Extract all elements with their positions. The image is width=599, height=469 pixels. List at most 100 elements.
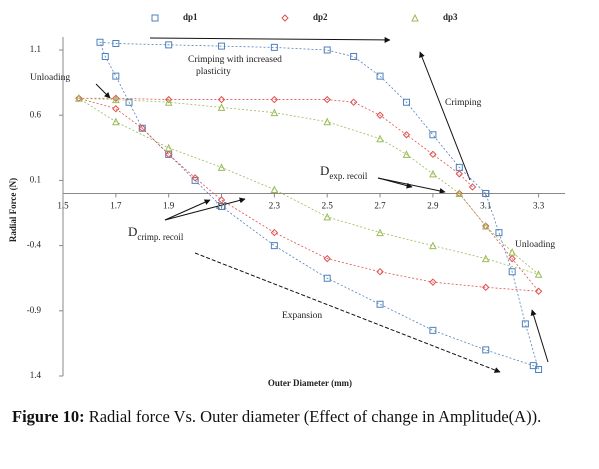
chart: Radial Force (N) Outer Diameter (mm) Cri… (8, 12, 565, 388)
y-tick-label: 1.1 (30, 44, 41, 54)
series-line (99, 41, 540, 371)
marker (521, 320, 529, 328)
marker (217, 163, 226, 171)
marker (376, 134, 384, 143)
x-tick-label: 3.3 (533, 201, 545, 211)
marker (481, 254, 490, 263)
marker (508, 254, 516, 263)
y-tick-label: -0.9 (27, 305, 42, 315)
marker (125, 98, 133, 106)
marker (323, 254, 331, 263)
marker (191, 174, 199, 182)
y-tick-label: 1.4 (30, 370, 42, 380)
series-line (78, 97, 540, 292)
marker (349, 98, 358, 106)
annotation: plasticity (196, 67, 231, 77)
marker (482, 283, 490, 292)
marker (218, 42, 226, 50)
marker (455, 163, 463, 171)
legend-label: dp1 (183, 12, 198, 22)
marker (217, 103, 226, 111)
marker (270, 108, 279, 117)
marker (376, 72, 384, 80)
marker (482, 346, 490, 354)
x-tick-label: 3.1 (480, 201, 491, 211)
marker (75, 94, 83, 102)
y-tick-label: -0.4 (27, 240, 42, 250)
marker (482, 189, 490, 197)
marker (112, 72, 120, 80)
annotation: Unloading (515, 240, 555, 250)
marker (376, 267, 384, 276)
annotation-main: D (320, 163, 329, 178)
marker (535, 365, 543, 373)
marker (429, 131, 437, 139)
marker (508, 268, 516, 276)
annotation: Expansion (282, 311, 322, 321)
marker (350, 53, 358, 61)
marker (270, 43, 278, 51)
marker (164, 143, 173, 152)
x-tick-label: 2.1 (216, 201, 227, 211)
marker (96, 38, 104, 46)
marker (508, 248, 516, 256)
marker (270, 242, 278, 250)
marker (402, 98, 410, 106)
annotation-sub: crimp. recoil (137, 232, 183, 242)
marker (270, 185, 279, 194)
marker (165, 41, 173, 49)
marker (323, 95, 331, 104)
marker (429, 278, 437, 286)
y-tick-label: 0.1 (30, 174, 41, 184)
caption: Figure 10: Radial force Vs. Outer diamet… (12, 405, 578, 428)
x-tick-label: 1.5 (57, 201, 69, 211)
marker (112, 40, 120, 48)
marker (270, 95, 279, 104)
caption-label: Figure 10: (12, 407, 85, 426)
marker (270, 228, 279, 237)
marker (376, 300, 384, 308)
marker (429, 326, 437, 334)
marker (376, 228, 384, 237)
marker (455, 170, 464, 178)
marker (429, 169, 437, 178)
x-tick-label: 1.9 (163, 201, 175, 211)
marker (534, 287, 543, 295)
marker (323, 212, 332, 221)
annotation-sub: exp. recoil (329, 171, 367, 181)
marker (455, 189, 464, 197)
marker (323, 274, 331, 282)
caption-text: Radial force Vs. Outer diameter (Effect … (88, 407, 542, 426)
marker (402, 150, 411, 158)
marker (112, 117, 120, 126)
x-tick-label: 1.7 (110, 201, 122, 211)
marker (429, 150, 437, 159)
marker (112, 105, 120, 113)
marker (402, 131, 411, 139)
series-line (77, 97, 539, 275)
x-tick-label: 2.5 (322, 201, 334, 211)
y-axis-label: Radial Force (N) (8, 178, 18, 242)
marker (191, 176, 199, 184)
marker (468, 183, 477, 191)
annotation: Crimping (445, 98, 482, 108)
marker (429, 241, 437, 250)
marker (376, 111, 384, 119)
annotation: Crimping with increased (188, 55, 282, 65)
annotation-main: D (128, 224, 137, 239)
marker (217, 95, 226, 104)
legend-marker (411, 13, 419, 22)
annotation: Unloading (30, 73, 70, 83)
marker (138, 124, 146, 132)
x-axis-label: Outer Diameter (mm) (268, 378, 352, 388)
arrows (95, 36, 549, 373)
marker (529, 362, 537, 370)
marker (165, 150, 173, 158)
marker (481, 221, 490, 230)
x-tick-label: 2.3 (269, 201, 281, 211)
marker (217, 196, 226, 204)
marker (164, 150, 173, 159)
marker (323, 46, 331, 54)
marker (218, 203, 226, 210)
